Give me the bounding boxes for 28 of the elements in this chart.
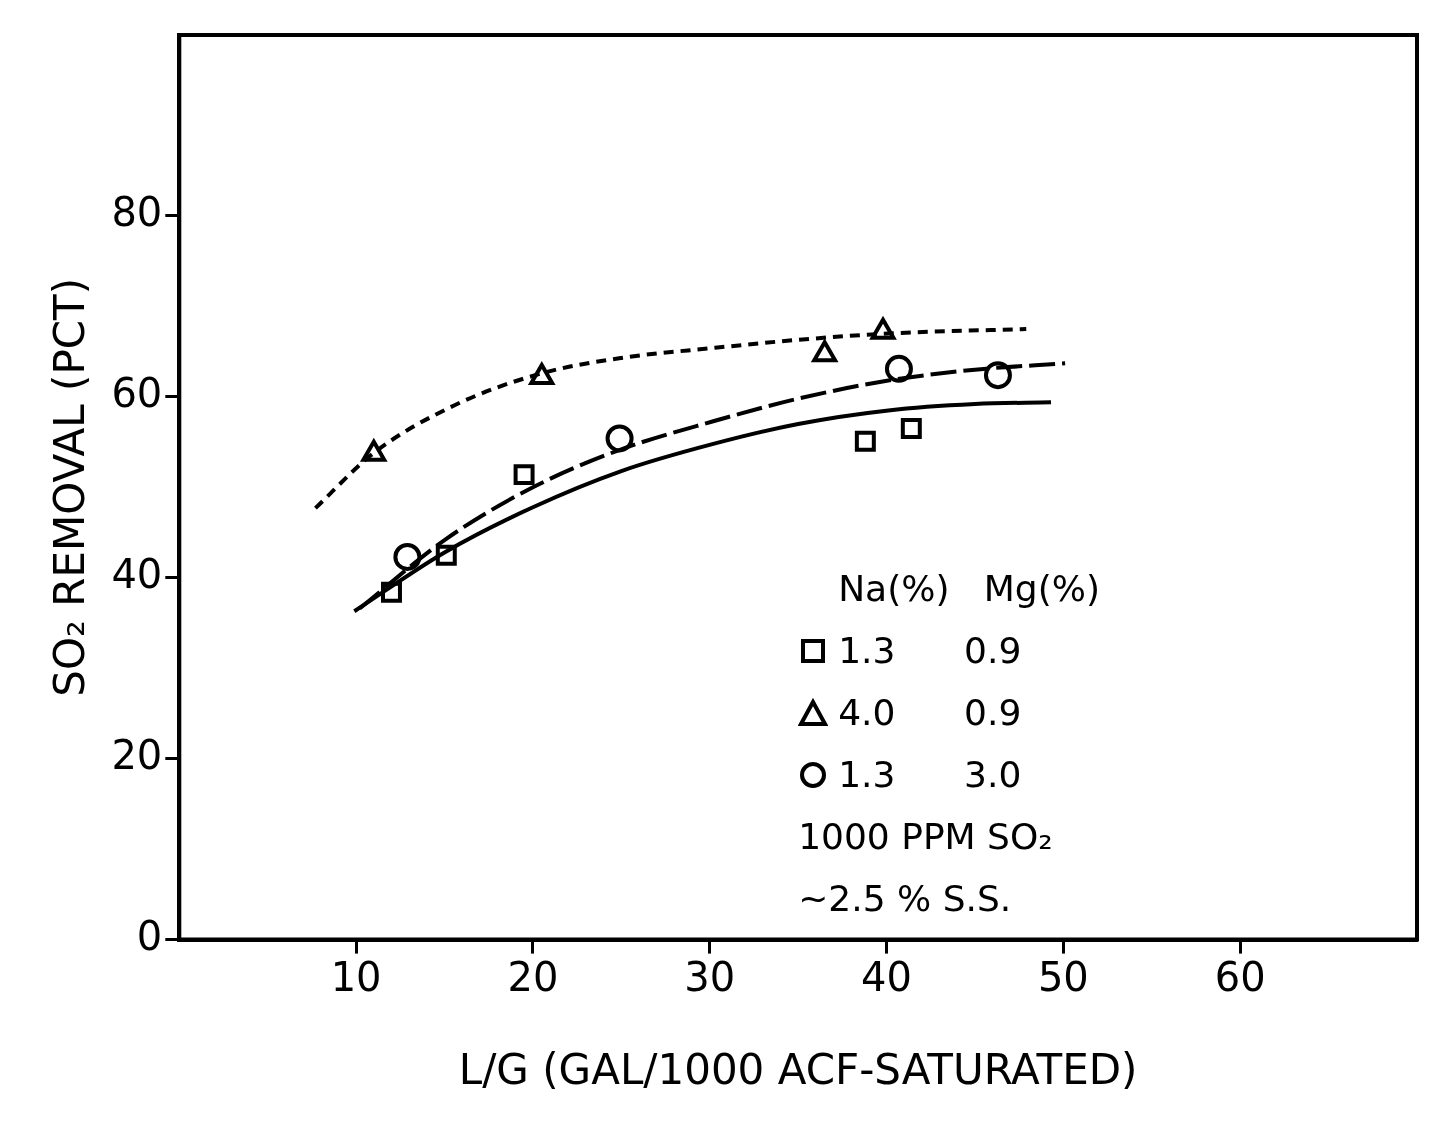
- x-tick-label: 60: [1214, 953, 1266, 1000]
- point: [605, 424, 634, 453]
- x-tick-label: 30: [684, 953, 736, 1000]
- y-tick-label: 60: [111, 370, 163, 417]
- point: [513, 464, 535, 486]
- legend-label: 1.3 0.9: [838, 628, 1022, 673]
- x-axis-title: L/G (GAL/1000 ACF-SATURATED): [458, 1044, 1138, 1094]
- y-tick-label: 20: [111, 732, 163, 779]
- y-tick-label: 80: [111, 189, 163, 236]
- annotation: 1000 PPM SO₂: [798, 814, 1054, 859]
- legend-label: 1.3 3.0: [838, 752, 1022, 797]
- annotation: ~2.5 % S.S.: [798, 876, 1013, 921]
- point: [380, 581, 402, 603]
- point: [854, 430, 876, 452]
- y-tick-label: 0: [136, 912, 163, 959]
- legend-title: Na(%) Mg(%): [837, 566, 1100, 611]
- point: [393, 542, 422, 571]
- y-axis-title: SO₂ REMOVAL (PCT): [45, 277, 95, 697]
- x-tick-label: 50: [1037, 953, 1089, 1000]
- point: [983, 361, 1012, 390]
- x-tick-label: 20: [507, 953, 559, 1000]
- x-tick-label: 10: [330, 953, 382, 1000]
- x-tick-label: 40: [861, 953, 913, 1000]
- point: [884, 354, 913, 383]
- point: [435, 544, 457, 566]
- point: [900, 418, 922, 439]
- y-tick-label: 40: [111, 551, 163, 598]
- legend-label: 4.0 0.9: [838, 690, 1022, 735]
